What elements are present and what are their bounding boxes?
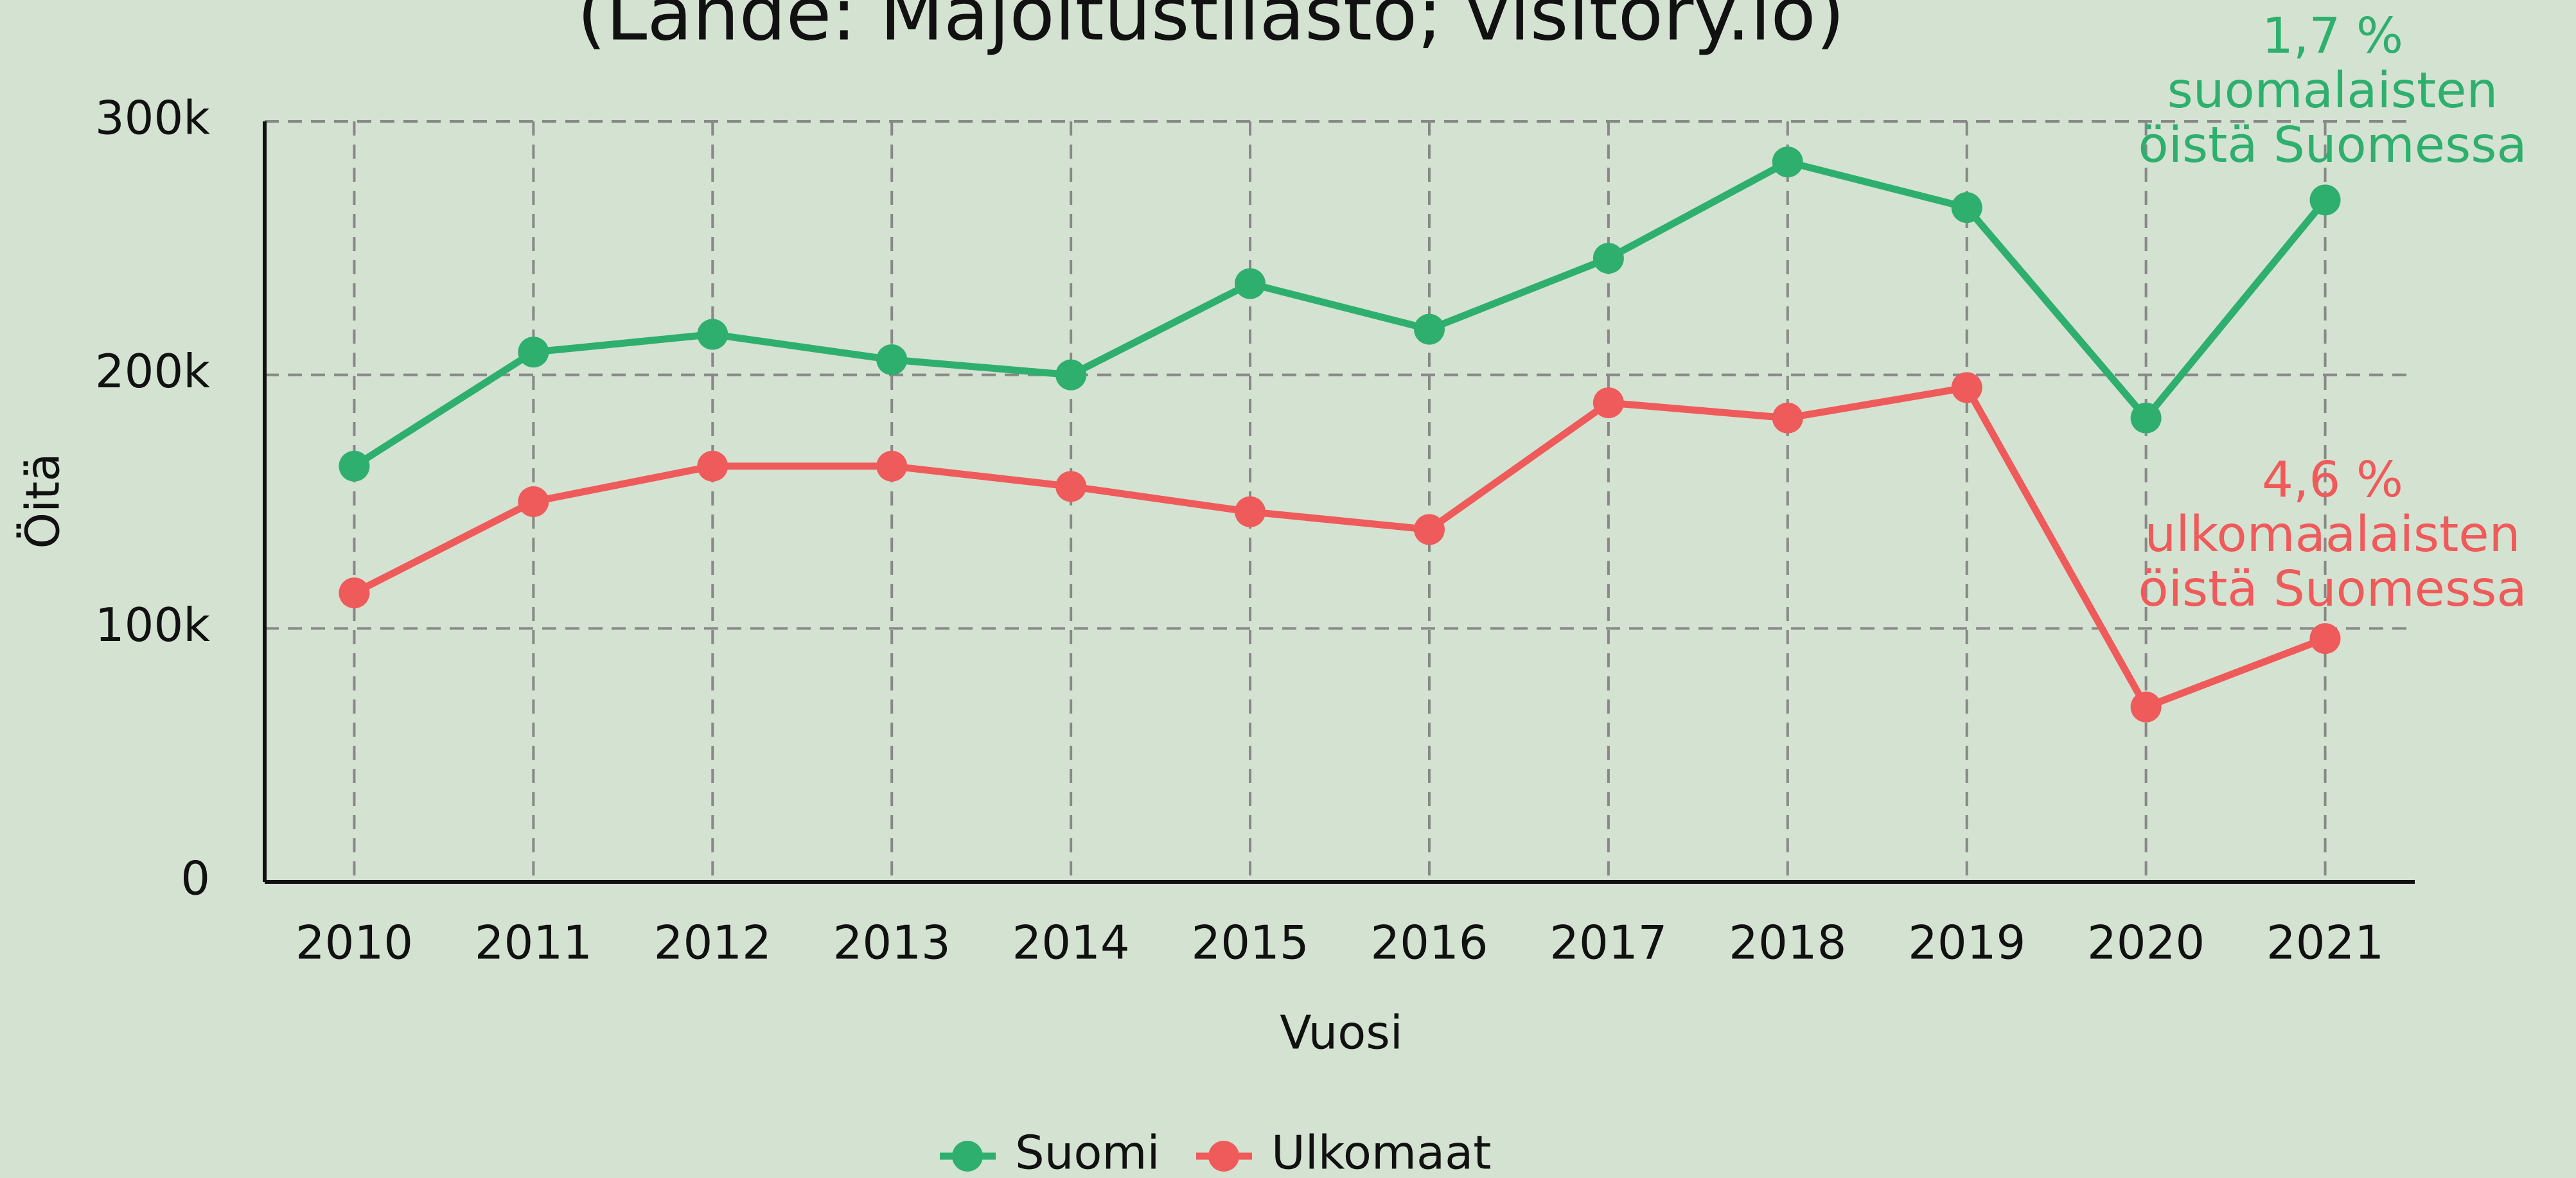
data-point	[339, 450, 370, 482]
data-point	[1055, 359, 1087, 391]
data-point	[1951, 372, 1982, 403]
y-axis-label: Öitä	[16, 453, 70, 549]
x-tick-label: 2011	[475, 916, 592, 970]
legend-label: Suomi	[1015, 1126, 1160, 1178]
annotation: ulkomaalaisten	[2145, 506, 2521, 563]
x-tick-label: 2016	[1370, 916, 1488, 970]
data-point	[1413, 313, 1445, 345]
y-tick-label: 100k	[95, 598, 210, 652]
data-point	[2309, 184, 2341, 216]
x-axis-label: Vuosi	[1280, 1006, 1403, 1060]
data-point	[1235, 496, 1266, 527]
annotation: öistä Suomessa	[2138, 561, 2527, 618]
data-point	[1055, 471, 1087, 502]
x-tick-label: 2010	[296, 916, 413, 970]
data-point	[518, 337, 549, 368]
data-point	[1235, 268, 1266, 299]
annotation: 4,6 %	[2262, 452, 2403, 509]
legend-label: Ulkomaat	[1271, 1126, 1492, 1178]
x-tick-label: 2013	[833, 916, 951, 970]
y-tick-label: 200k	[95, 344, 210, 398]
annotation: suomalaisten	[2167, 62, 2498, 119]
data-point	[876, 450, 908, 482]
data-point	[339, 577, 370, 609]
legend-marker	[952, 1141, 983, 1172]
x-tick-label: 2014	[1012, 916, 1130, 970]
data-point	[2130, 691, 2162, 723]
legend-marker	[1208, 1141, 1239, 1172]
x-tick-label: 2019	[1908, 916, 2025, 970]
series-line	[352, 383, 2327, 711]
x-tick-label: 2020	[2087, 916, 2205, 970]
x-tick-label: 2015	[1191, 916, 1309, 970]
data-point	[1592, 243, 1624, 274]
x-tick-label: 2012	[654, 916, 772, 970]
annotation: 1,7 %	[2262, 8, 2403, 65]
x-tick-label: 2017	[1549, 916, 1667, 970]
data-point	[1951, 192, 1982, 224]
x-tick-label: 2021	[2266, 916, 2384, 970]
x-tick-label: 2018	[1729, 916, 1846, 970]
data-point	[876, 344, 908, 375]
data-point	[1772, 146, 1803, 178]
series-line	[352, 158, 2328, 470]
data-point	[2309, 623, 2341, 655]
data-point	[1772, 402, 1803, 434]
chart-title: (Lähde: Majoitustilasto; visitory.io)	[577, 0, 1844, 58]
data-point	[1592, 387, 1624, 419]
data-point	[1413, 514, 1445, 545]
data-point	[518, 486, 549, 517]
y-tick-label: 300k	[95, 91, 210, 145]
data-point	[697, 450, 728, 482]
y-tick-label: 0	[181, 852, 210, 906]
annotation: öistä Suomessa	[2138, 117, 2527, 174]
data-point	[697, 319, 728, 350]
data-point	[2130, 402, 2162, 434]
